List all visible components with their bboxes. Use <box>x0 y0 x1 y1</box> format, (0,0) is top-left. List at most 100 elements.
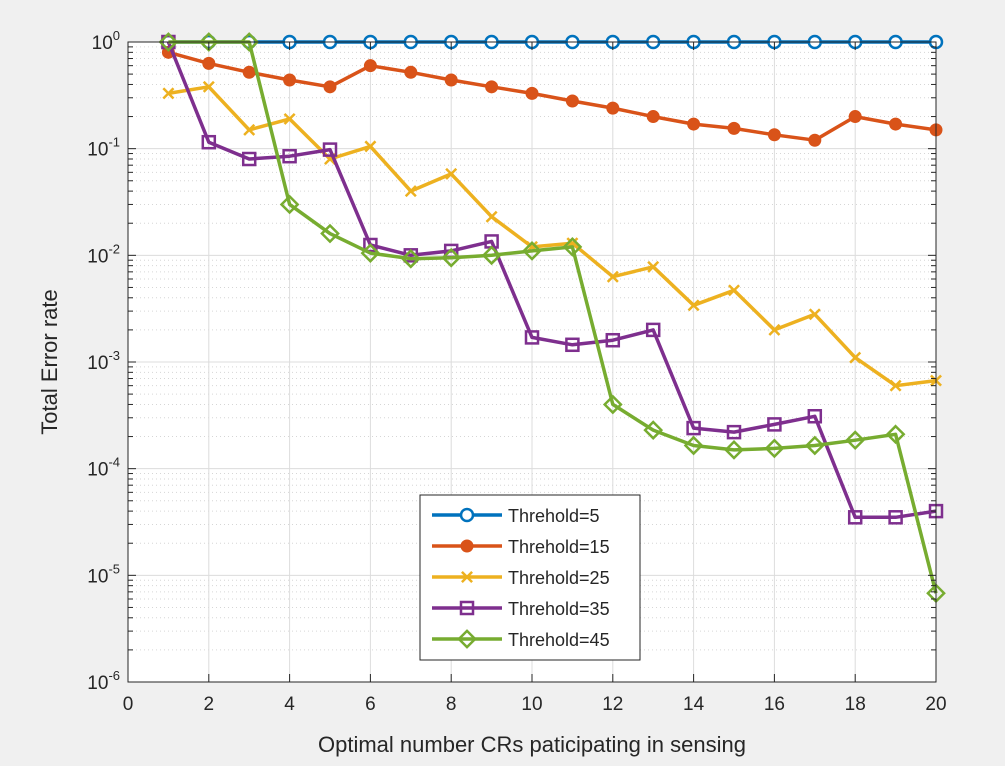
legend: Threhold=5 Threhold=15 Threhold=25 Threhold… <box>419 494 641 661</box>
data-point <box>404 185 417 198</box>
data-point <box>201 134 217 150</box>
y-axis-label: Total Error rate <box>37 289 62 435</box>
data-point <box>606 101 620 115</box>
data-point <box>202 56 216 70</box>
data-point <box>525 86 539 100</box>
data-point <box>848 110 862 124</box>
legend-label: Threhold=45 <box>508 630 610 650</box>
legend-marker <box>459 600 475 616</box>
data-point <box>243 123 256 136</box>
data-point <box>808 308 821 321</box>
legend-marker <box>461 571 473 583</box>
x-tick-label: 0 <box>123 694 134 715</box>
x-tick-label: 18 <box>845 694 866 715</box>
data-point <box>808 133 822 147</box>
data-point <box>804 435 825 456</box>
data-point <box>404 65 418 79</box>
series-line <box>168 85 937 388</box>
x-tick-label: 16 <box>764 694 785 715</box>
data-point <box>322 142 338 157</box>
data-point <box>889 117 903 131</box>
data-point <box>283 73 297 87</box>
x-tick-label: 20 <box>925 694 946 715</box>
y-tick-label: 10-4 <box>87 455 120 481</box>
y-tick-label: 100 <box>92 28 120 54</box>
axis-ticks <box>127 41 937 683</box>
data-point <box>522 241 542 261</box>
series-3 <box>162 80 942 392</box>
legend-label: Threhold=5 <box>508 506 600 526</box>
data-point <box>605 332 621 348</box>
x-tick-label: 8 <box>446 694 457 715</box>
data-point <box>323 80 337 94</box>
x-tick-labels: 0 2 4 6 8 10 12 14 16 18 20 <box>123 694 947 715</box>
data-point <box>241 151 257 167</box>
legend-label: Threhold=15 <box>508 537 610 557</box>
series-2 <box>161 45 943 147</box>
legend-item: Threhold=15 <box>432 537 610 557</box>
data-point <box>606 270 619 283</box>
data-point <box>764 438 785 459</box>
y-tick-label: 10-5 <box>87 561 120 587</box>
legend-item: Threhold=5 <box>432 506 600 526</box>
data-point <box>687 117 701 131</box>
data-point <box>726 424 742 440</box>
data-point <box>849 351 862 364</box>
x-tick-label: 4 <box>284 694 295 715</box>
y-tick-label: 10-2 <box>87 241 120 267</box>
data-point <box>320 223 340 244</box>
y-tick-label: 10-6 <box>87 668 120 694</box>
data-point <box>727 121 741 135</box>
data-point <box>645 322 661 338</box>
data-point <box>198 32 219 52</box>
data-point <box>562 237 583 257</box>
y-tick-labels: 100 10-1 10-2 10-3 10-4 10-5 10-6 <box>87 28 120 694</box>
legend-item: Threhold=25 <box>432 568 610 588</box>
data-point <box>360 243 381 263</box>
data-point <box>845 430 866 451</box>
legend-label: Threhold=35 <box>508 599 610 619</box>
data-point <box>885 424 906 445</box>
data-point <box>400 248 421 269</box>
data-point <box>687 299 700 312</box>
data-point <box>481 245 502 266</box>
data-point <box>363 59 377 73</box>
data-point <box>724 440 744 460</box>
legend-item: Threhold=45 <box>432 629 610 650</box>
data-point <box>686 420 701 436</box>
x-tick-label: 12 <box>602 694 623 715</box>
y-tick-label: 10-1 <box>87 135 120 161</box>
legend-marker <box>459 507 475 523</box>
data-point <box>767 128 781 142</box>
data-point <box>565 94 579 108</box>
data-point <box>239 32 260 52</box>
data-point <box>643 420 664 440</box>
data-point <box>847 510 863 525</box>
data-point <box>242 65 256 79</box>
data-point <box>647 260 660 273</box>
legend-marker <box>457 629 477 649</box>
data-point <box>363 237 378 253</box>
data-point <box>565 337 580 353</box>
data-point <box>202 80 215 93</box>
x-tick-label: 14 <box>683 694 705 715</box>
x-axis-label: Optimal number CRs paticipating in sensi… <box>318 732 746 757</box>
data-point <box>767 417 782 432</box>
data-point <box>768 323 781 336</box>
data-point <box>485 210 498 223</box>
data-point <box>889 379 902 392</box>
data-point <box>364 140 377 153</box>
data-point <box>524 330 540 345</box>
legend-marker <box>460 539 474 553</box>
data-point <box>441 247 462 268</box>
data-point <box>282 148 297 164</box>
data-point <box>602 394 623 415</box>
legend-item: Threhold=35 <box>432 599 610 619</box>
data-point <box>646 110 660 124</box>
x-tick-label: 2 <box>204 694 215 715</box>
data-point <box>444 73 458 87</box>
data-point <box>485 80 499 94</box>
data-point <box>683 435 704 456</box>
data-point <box>279 194 300 215</box>
